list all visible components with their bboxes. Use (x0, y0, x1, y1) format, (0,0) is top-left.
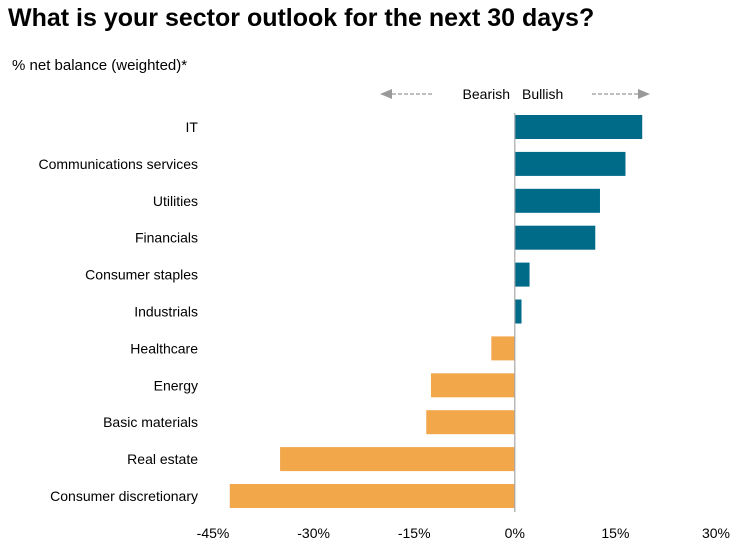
bar-it (514, 115, 643, 139)
direction-arrows: Bearish Bullish (380, 86, 650, 102)
bullish-label: Bullish (522, 86, 563, 102)
chart-subtitle: % net balance (weighted)* (12, 57, 188, 74)
category-label: Financials (135, 230, 198, 246)
category-label: Industrials (134, 304, 198, 320)
bar-energy (430, 373, 515, 398)
category-label: IT (186, 119, 199, 135)
x-tick-label: -30% (297, 525, 330, 541)
chart-title: What is your sector outlook for the next… (8, 4, 595, 32)
bar-financials (514, 225, 596, 250)
category-label: Consumer discretionary (50, 488, 198, 504)
category-label: Real estate (127, 451, 198, 467)
bar-communications-services (514, 151, 626, 176)
x-tick-label: -45% (197, 525, 230, 541)
category-labels: IT Communications services Utilities Financ… (39, 119, 199, 504)
bar-healthcare (491, 336, 515, 361)
x-tick-labels: -45% -30% -15% 0% 15% 30% (197, 525, 730, 541)
category-label: Utilities (153, 193, 198, 209)
category-label: Healthcare (130, 340, 198, 356)
bar-industrials (514, 299, 522, 324)
bar-consumer-staples (514, 262, 530, 287)
bar-basic-materials (426, 410, 515, 435)
x-tick-label: -15% (398, 525, 431, 541)
category-label: Energy (154, 377, 198, 393)
category-label: Consumer staples (85, 267, 198, 283)
bearish-arrow-head-icon (380, 89, 392, 99)
category-label: Basic materials (103, 414, 198, 430)
bar-real-estate (280, 447, 515, 472)
bearish-label: Bearish (463, 86, 510, 102)
category-label: Communications services (39, 156, 199, 172)
x-tick-label: 30% (702, 525, 730, 541)
x-tick-label: 0% (505, 525, 525, 541)
x-tick-label: 15% (601, 525, 629, 541)
bar-utilities (514, 188, 600, 213)
bar-consumer-discretionary (229, 484, 515, 508)
bars-group (229, 115, 643, 508)
bullish-arrow-head-icon (638, 89, 650, 99)
